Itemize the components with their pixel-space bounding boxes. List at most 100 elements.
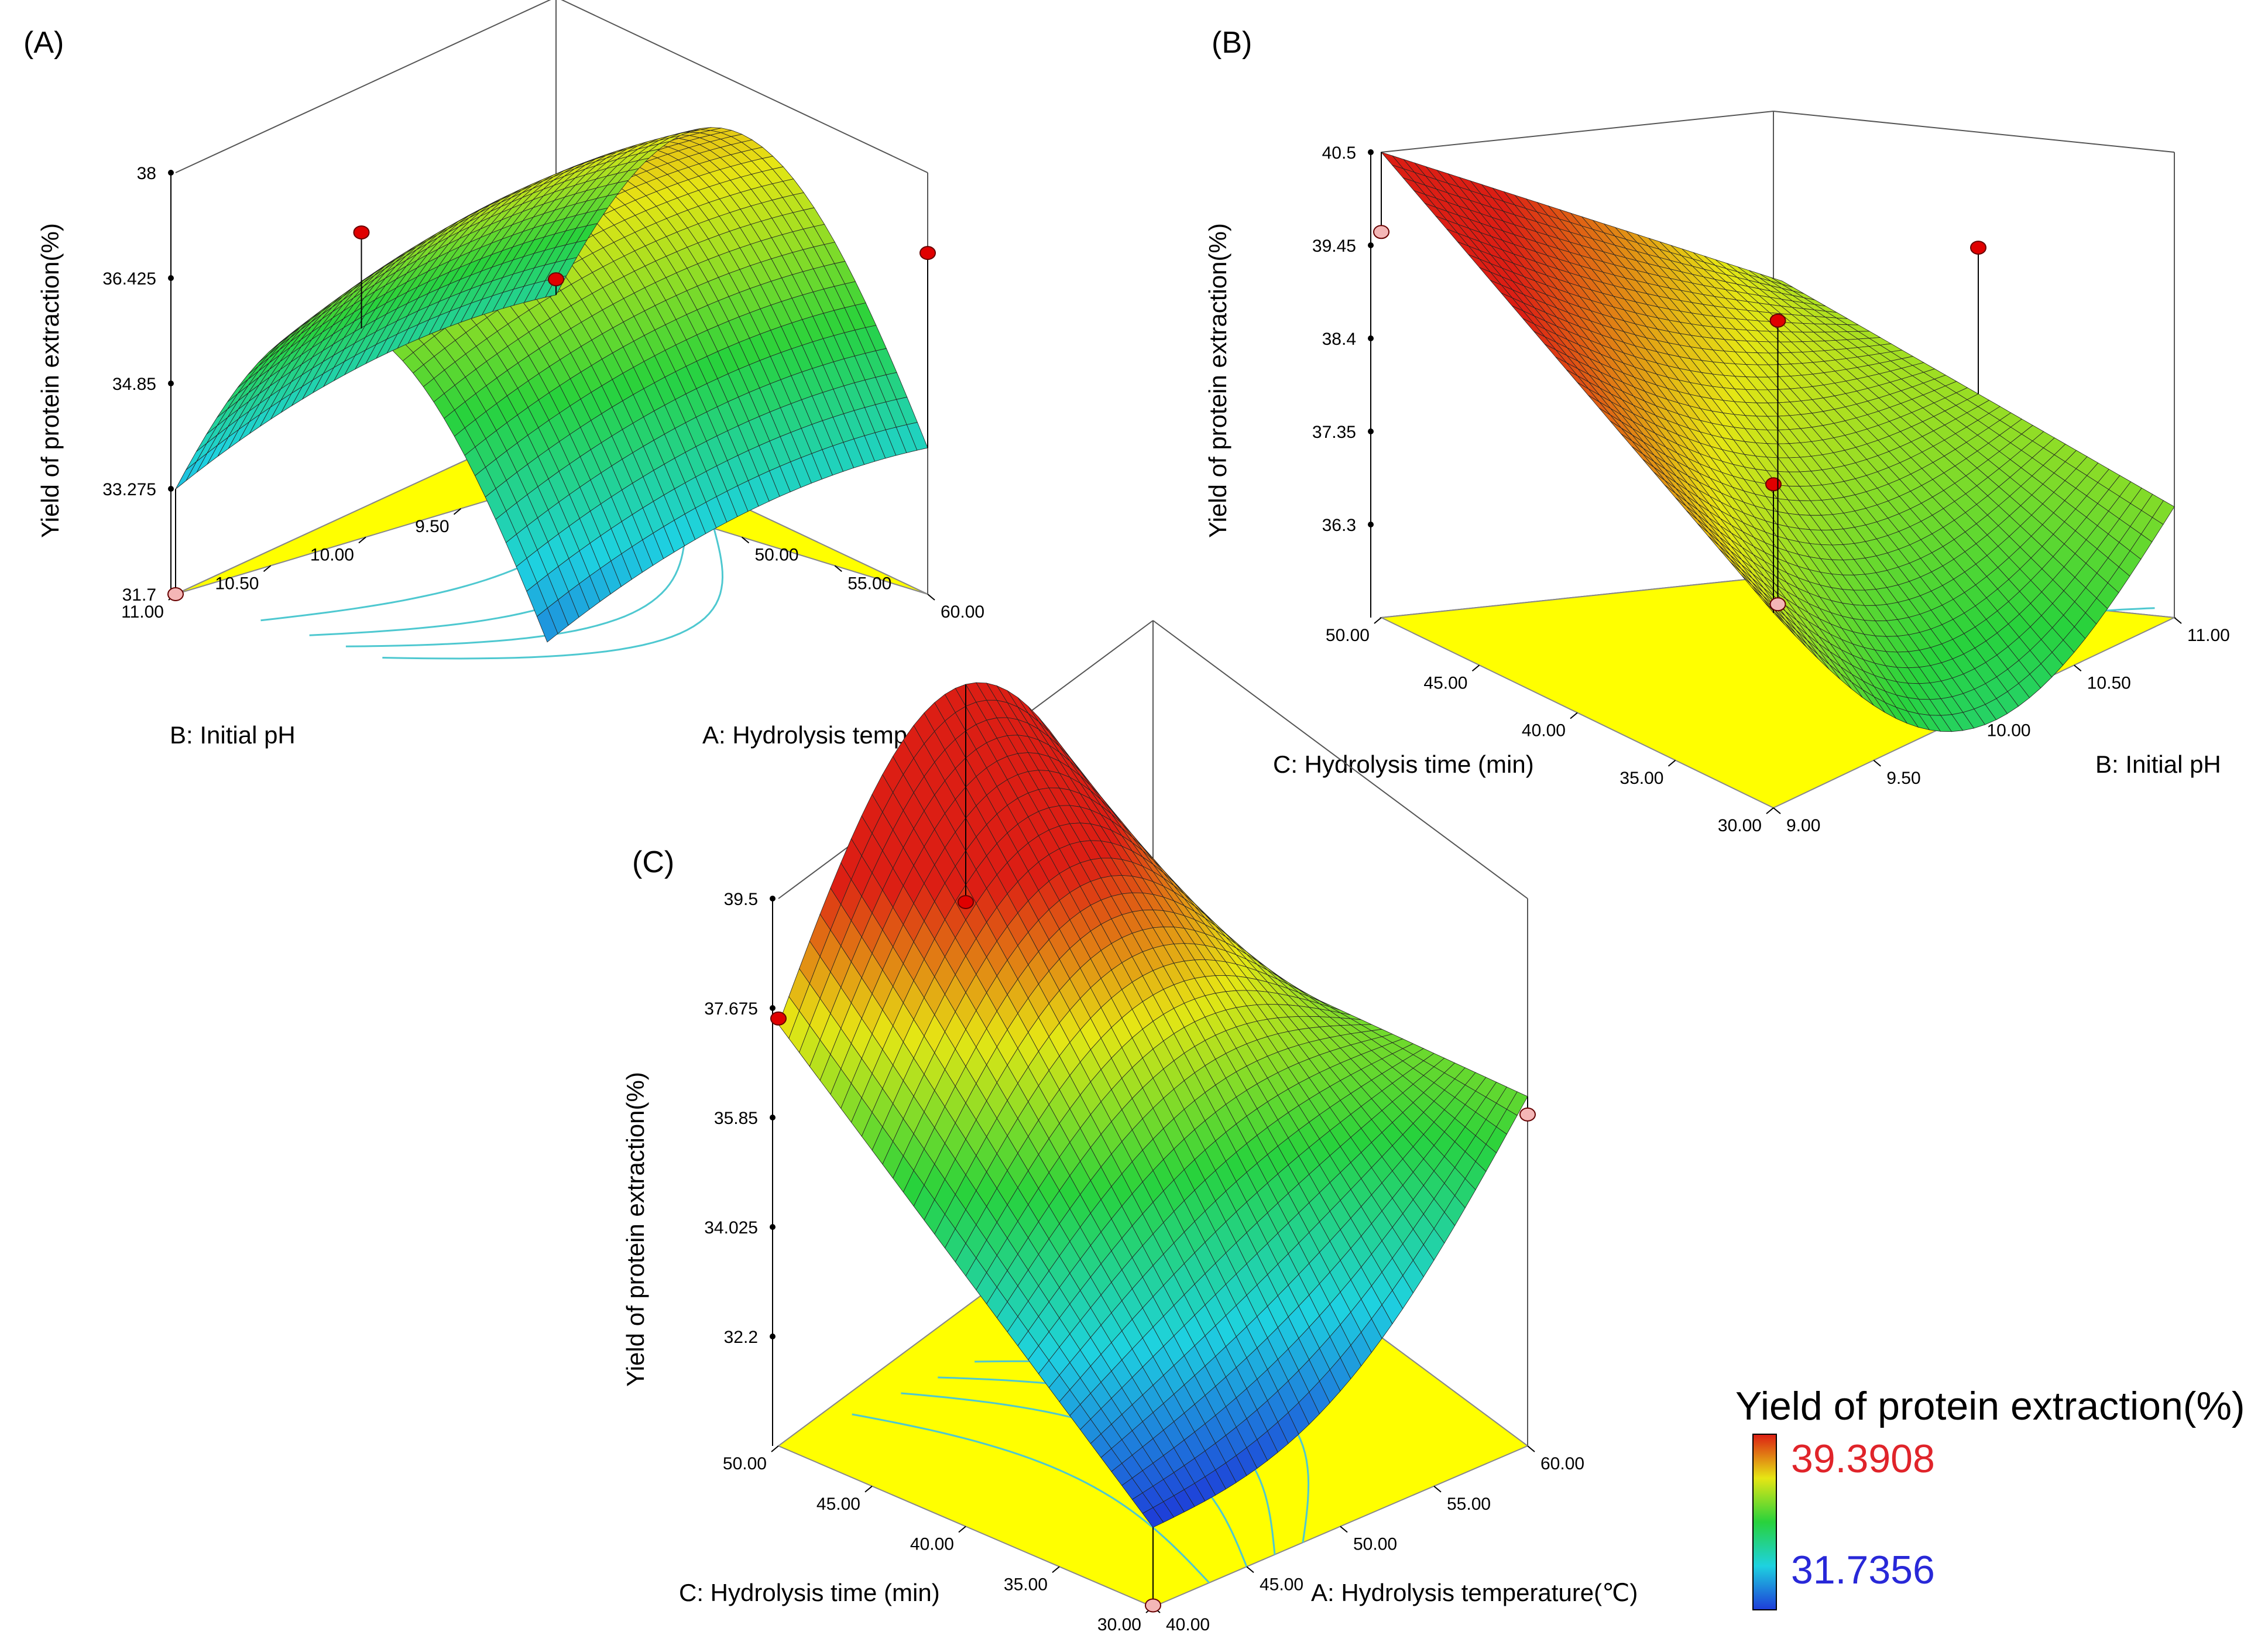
top-left-edge: [175, 0, 551, 173]
x-tick-mark: [2174, 617, 2182, 624]
y-tick-mark: [958, 1526, 966, 1533]
x-tick-mark: [1246, 1566, 1254, 1574]
design-point: [167, 587, 184, 601]
y-tick-label: 40.00: [1522, 721, 1566, 741]
z-axis-label: Yield of protein extraction(%): [36, 223, 64, 538]
x-tick-label: 55.00: [1447, 1495, 1491, 1514]
x-tick-label: 11.00: [2187, 626, 2230, 645]
legend-title: Yield of protein extraction(%): [1735, 1384, 2245, 1428]
y-tick-label: 30.00: [1718, 816, 1762, 835]
x-tick-label: 9.00: [1786, 816, 1820, 835]
z-tick-label: 31.7: [122, 585, 156, 605]
design-point: [958, 894, 974, 909]
x-tick-mark: [2074, 664, 2082, 672]
design-point: [1145, 1598, 1161, 1613]
z-tick-mark: [770, 896, 776, 902]
x-tick-label: 50.00: [755, 546, 799, 565]
z-tick-mark: [770, 1224, 776, 1230]
y-tick-mark: [263, 565, 272, 573]
y-tick-label: 11.00: [121, 602, 164, 622]
y-tick-label: 35.00: [1619, 769, 1663, 788]
y-tick-label: 10.00: [310, 546, 354, 565]
x-tick-mark: [1433, 1485, 1442, 1493]
z-tick-label: 32.2: [724, 1328, 758, 1347]
z-tick-label: 33.275: [102, 480, 156, 499]
x-tick-mark: [1873, 759, 1881, 767]
design-point: [548, 272, 564, 287]
x-tick-label: 55.00: [848, 574, 891, 593]
design-point: [1970, 241, 1986, 255]
y-axis-label: C: Hydrolysis time (min): [1273, 750, 1534, 778]
design-point: [770, 1011, 787, 1026]
x-tick-mark: [1340, 1526, 1348, 1533]
y-tick-mark: [1667, 759, 1676, 767]
response-surface: [1380, 152, 2175, 732]
design-point: [1765, 477, 1782, 492]
y-tick-label: 40.00: [910, 1535, 954, 1554]
y-tick-mark: [1471, 664, 1480, 672]
z-tick-mark: [168, 170, 174, 176]
x-tick-label: 50.00: [1353, 1535, 1397, 1554]
z-tick-label: 34.85: [112, 375, 156, 394]
y-tick-label: 35.00: [1004, 1575, 1048, 1594]
z-tick-label: 39.45: [1312, 236, 1356, 256]
y-tick-label: 45.00: [1423, 673, 1467, 693]
x-tick-label: 60.00: [1540, 1454, 1584, 1473]
z-tick-label: 37.35: [1312, 423, 1356, 442]
design-point: [1519, 1107, 1536, 1122]
x-tick-label: 10.00: [1987, 721, 2031, 741]
z-tick-mark: [1368, 429, 1374, 434]
z-tick-label: 34.025: [704, 1218, 758, 1238]
design-point: [1769, 597, 1786, 612]
floor-contour-line: [382, 528, 724, 660]
z-tick-label: 36.425: [102, 269, 156, 289]
design-point: [1769, 313, 1786, 328]
y-tick-label: 30.00: [1097, 1615, 1141, 1634]
surface-cell: [175, 461, 197, 489]
top-right-edge: [561, 0, 928, 173]
z-tick-mark: [1368, 242, 1374, 248]
x-tick-mark: [741, 536, 750, 544]
panel-label: (C): [632, 845, 674, 879]
design-point: [353, 225, 370, 240]
z-tick-mark: [1368, 522, 1374, 527]
y-tick-label: 50.00: [1326, 626, 1370, 645]
y-axis-label: C: Hydrolysis time (min): [679, 1579, 940, 1606]
x-tick-mark: [834, 565, 842, 573]
z-axis-label: Yield of protein extraction(%): [622, 1072, 649, 1387]
legend-min-value: 31.7356: [1791, 1548, 1935, 1592]
legend-color-bar: [1752, 1434, 1777, 1610]
z-tick-label: 37.675: [704, 999, 758, 1019]
z-tick-mark: [1368, 335, 1374, 341]
y-tick-mark: [1766, 807, 1774, 814]
z-tick-mark: [168, 486, 174, 492]
x-tick-label: 45.00: [1260, 1575, 1303, 1594]
y-tick-mark: [1052, 1566, 1060, 1574]
z-axis-label: Yield of protein extraction(%): [1204, 223, 1231, 538]
y-tick-label: 45.00: [816, 1495, 860, 1514]
y-tick-mark: [1374, 617, 1382, 624]
color-legend: Yield of protein extraction(%) 39.3908 3…: [1735, 1384, 2245, 1610]
z-tick-mark: [168, 381, 174, 386]
z-tick-label: 40.5: [1322, 143, 1356, 163]
y-tick-label: 9.50: [415, 517, 449, 536]
y-tick-mark: [453, 508, 462, 515]
z-tick-mark: [168, 275, 174, 281]
x-tick-label: 60.00: [941, 602, 984, 622]
y-tick-mark: [771, 1445, 779, 1452]
panel-label: (A): [23, 26, 64, 60]
x-tick-mark: [927, 594, 935, 601]
z-tick-mark: [1368, 149, 1374, 155]
y-tick-label: 10.50: [215, 574, 259, 593]
x-tick-label: 10.50: [2087, 673, 2131, 693]
top-left-edge: [1381, 111, 1774, 153]
response-surface: [175, 127, 928, 643]
x-tick-label: 9.50: [1886, 769, 1920, 788]
panel-label: (B): [1212, 26, 1252, 60]
x-tick-mark: [1527, 1445, 1535, 1452]
x-axis-label: B: Initial pH: [2095, 750, 2221, 778]
z-tick-mark: [770, 1334, 776, 1339]
z-tick-mark: [770, 1115, 776, 1120]
z-tick-label: 36.3: [1322, 516, 1356, 535]
